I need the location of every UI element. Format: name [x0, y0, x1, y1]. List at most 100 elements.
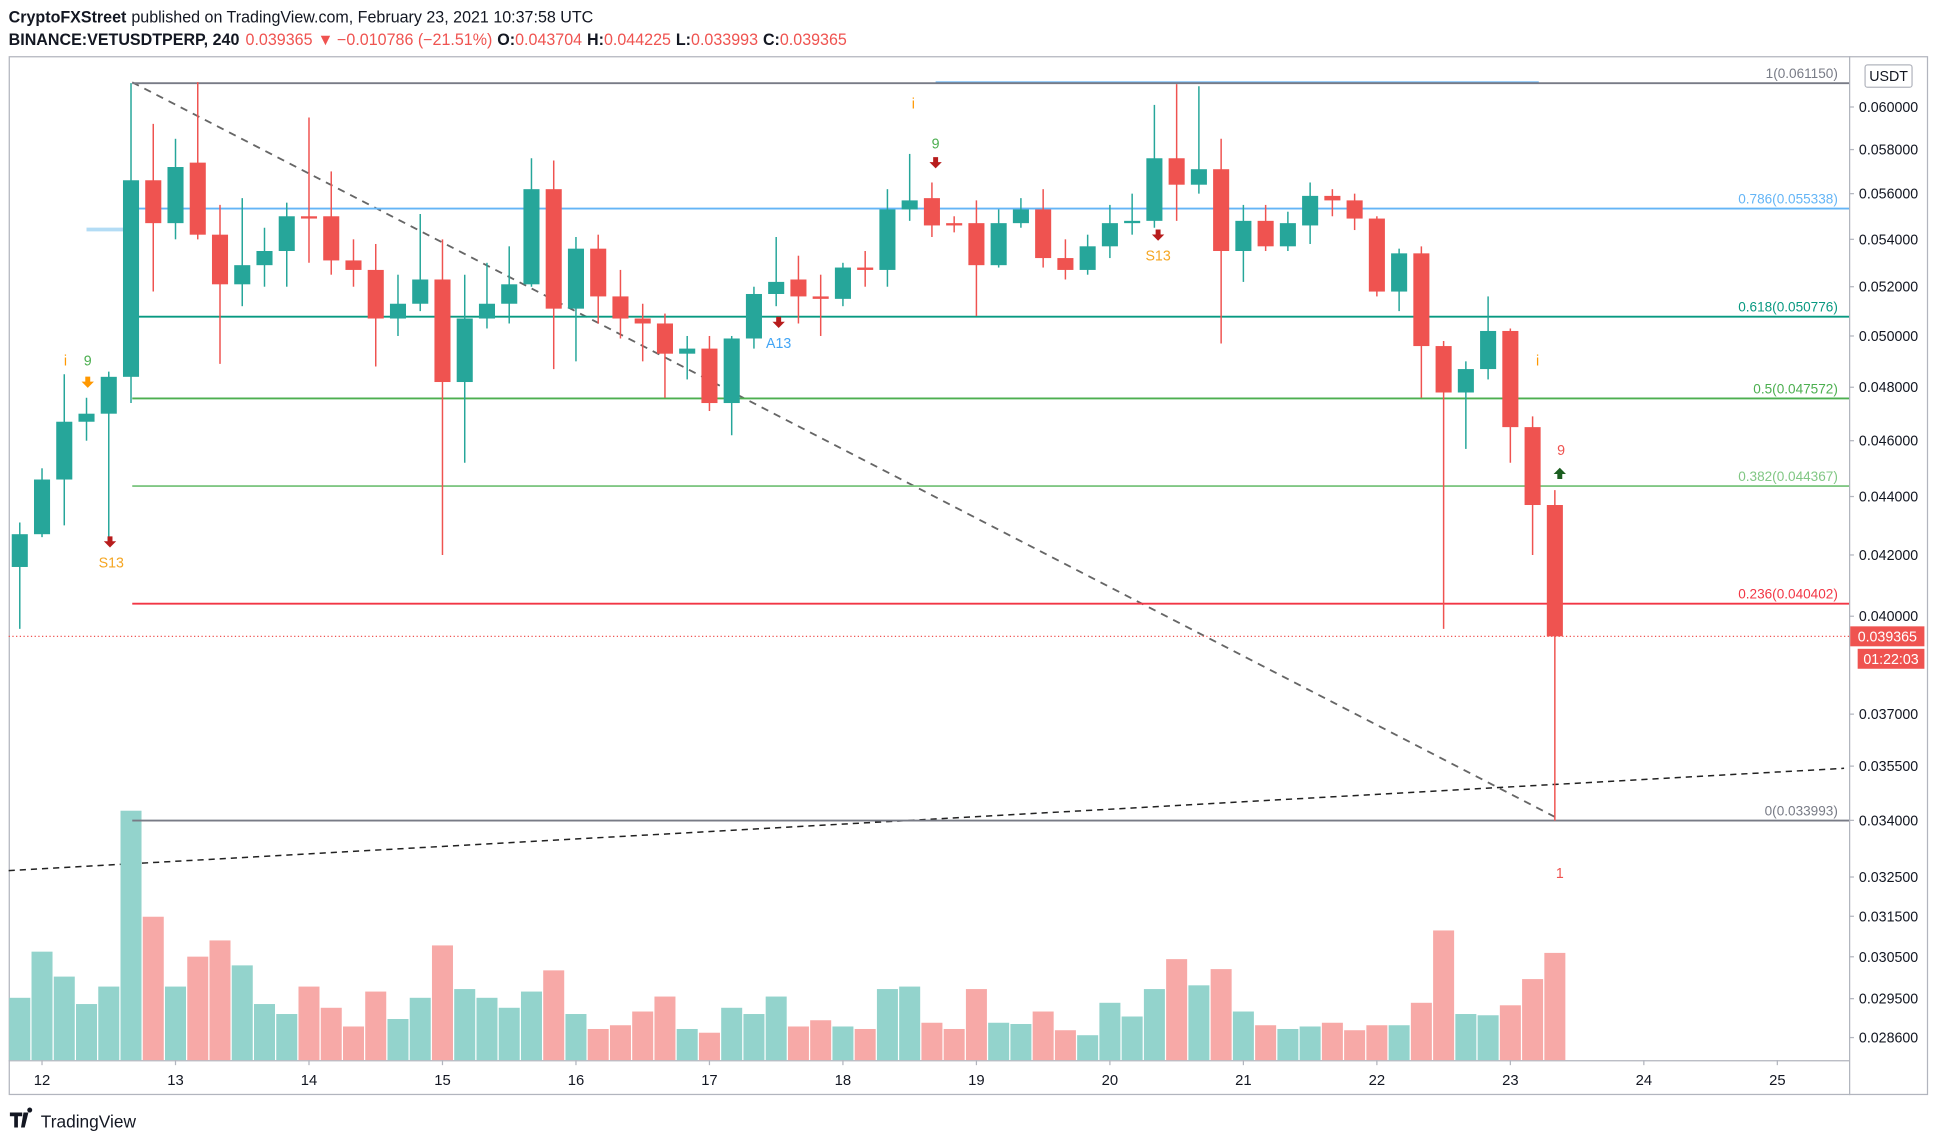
signal-arrow	[929, 157, 942, 169]
volume-bar	[1299, 1026, 1321, 1061]
volume-bar	[988, 1022, 1010, 1061]
x-tick-label: 15	[434, 1073, 450, 1089]
candle-body	[1302, 195, 1319, 226]
volume-bar	[1455, 1014, 1477, 1061]
volume-bar	[1477, 1015, 1499, 1061]
candle-body	[389, 303, 407, 319]
candle-body	[968, 223, 985, 266]
volume-bar	[165, 986, 187, 1061]
y-tick-label: 0.054000	[1859, 232, 1918, 248]
volume-bar	[253, 1004, 276, 1061]
candle-body	[656, 323, 673, 354]
x-tick-label: 21	[1235, 1073, 1251, 1089]
volume-bar	[765, 996, 787, 1061]
signal-arrow	[772, 316, 785, 329]
signal-arrow	[103, 536, 117, 548]
currency-box[interactable]	[1864, 64, 1913, 88]
candle-body	[211, 234, 229, 285]
fib-label: 0.382(0.044367)	[1738, 469, 1838, 484]
volume-bar	[1366, 1025, 1388, 1061]
x-tick-label: 14	[301, 1073, 317, 1089]
candle-body	[745, 293, 762, 339]
y-tick-label: 0.028600	[1859, 1031, 1918, 1047]
candle-body	[701, 348, 718, 404]
candle-body	[1235, 220, 1252, 252]
header-line-2: BINANCE:VETUSDTPERP, 240 0.039365 ▼ −0.0107…	[9, 31, 847, 49]
candle-body	[567, 248, 584, 309]
volume-bar	[721, 1007, 743, 1061]
y-tick-label: 0.032500	[1859, 870, 1918, 886]
volume-bar	[632, 1011, 654, 1061]
candle-body	[189, 162, 206, 235]
x-tick-label: 23	[1502, 1073, 1518, 1089]
candle-body	[768, 281, 785, 294]
volume-bar	[1410, 1002, 1432, 1061]
volume-bar	[609, 1025, 631, 1061]
x-tick-label: 25	[1769, 1073, 1785, 1089]
candle-body	[300, 216, 318, 219]
candle-body	[478, 303, 496, 319]
volume-bar	[1433, 930, 1455, 1061]
candle-body	[1012, 209, 1029, 224]
open-label: O:	[497, 31, 515, 49]
trendline	[131, 81, 1561, 821]
volume-bar	[1232, 1011, 1254, 1061]
annotation: 9	[1557, 443, 1565, 459]
logo	[9, 1107, 33, 1128]
volume-bar	[1321, 1022, 1343, 1061]
volume-bar	[832, 1026, 854, 1061]
y-tick-label: 0.030500	[1859, 950, 1918, 966]
candle-body	[857, 267, 874, 270]
price-box	[1850, 626, 1925, 647]
volume-bar	[876, 989, 898, 1061]
low: 0.033993	[691, 31, 758, 49]
y-tick-label: 0.058000	[1859, 143, 1918, 159]
volume-bar	[854, 1028, 876, 1061]
y-tick-label: 0.031500	[1859, 909, 1918, 925]
annotation: S13	[99, 555, 124, 571]
candle-body	[501, 284, 518, 304]
volume-bar	[209, 940, 231, 1061]
x-tick-label: 24	[1636, 1073, 1652, 1089]
volume-bar	[431, 945, 453, 1061]
candle-body	[1168, 158, 1185, 185]
chart-frame	[8, 56, 1929, 1096]
volume-bar	[1499, 1005, 1521, 1061]
volume-bar	[76, 1004, 98, 1061]
x-tick-label: 22	[1369, 1073, 1385, 1089]
volume-bar	[187, 956, 209, 1061]
candle-body	[1391, 253, 1408, 292]
y-tick-label: 0.040000	[1859, 609, 1918, 625]
x-tick-label: 16	[568, 1073, 584, 1089]
volume-bar	[298, 986, 320, 1061]
candle-body	[812, 296, 829, 299]
signal-arrow	[1553, 467, 1566, 479]
candle-body	[323, 216, 340, 261]
candle-body	[345, 260, 362, 270]
volume-bar	[31, 951, 53, 1061]
candle-body	[1480, 330, 1497, 370]
candle-body	[523, 189, 540, 285]
volume-bar	[543, 970, 565, 1061]
low-label: L:	[676, 31, 691, 49]
volume-bar	[409, 997, 431, 1061]
y-tick-label: 0.048000	[1859, 380, 1918, 396]
volume-bar	[587, 1028, 609, 1061]
close: 0.039365	[780, 31, 847, 49]
volume-bar	[365, 991, 387, 1061]
volume-bar	[1143, 989, 1165, 1061]
volume-bar	[1344, 1030, 1366, 1061]
candle-body	[679, 348, 696, 354]
y-tick-label: 0.044000	[1859, 489, 1918, 505]
candle-body	[901, 200, 918, 210]
candle-body	[412, 279, 429, 304]
y-tick-label: 0.060000	[1859, 100, 1918, 116]
volume-bar	[1099, 1002, 1121, 1061]
candle-body	[234, 265, 251, 285]
candle-body	[256, 251, 273, 266]
volume-bar	[9, 997, 31, 1061]
close-label: C:	[763, 31, 780, 49]
volume-bar	[1277, 1028, 1299, 1061]
volume-bar	[342, 1026, 364, 1061]
